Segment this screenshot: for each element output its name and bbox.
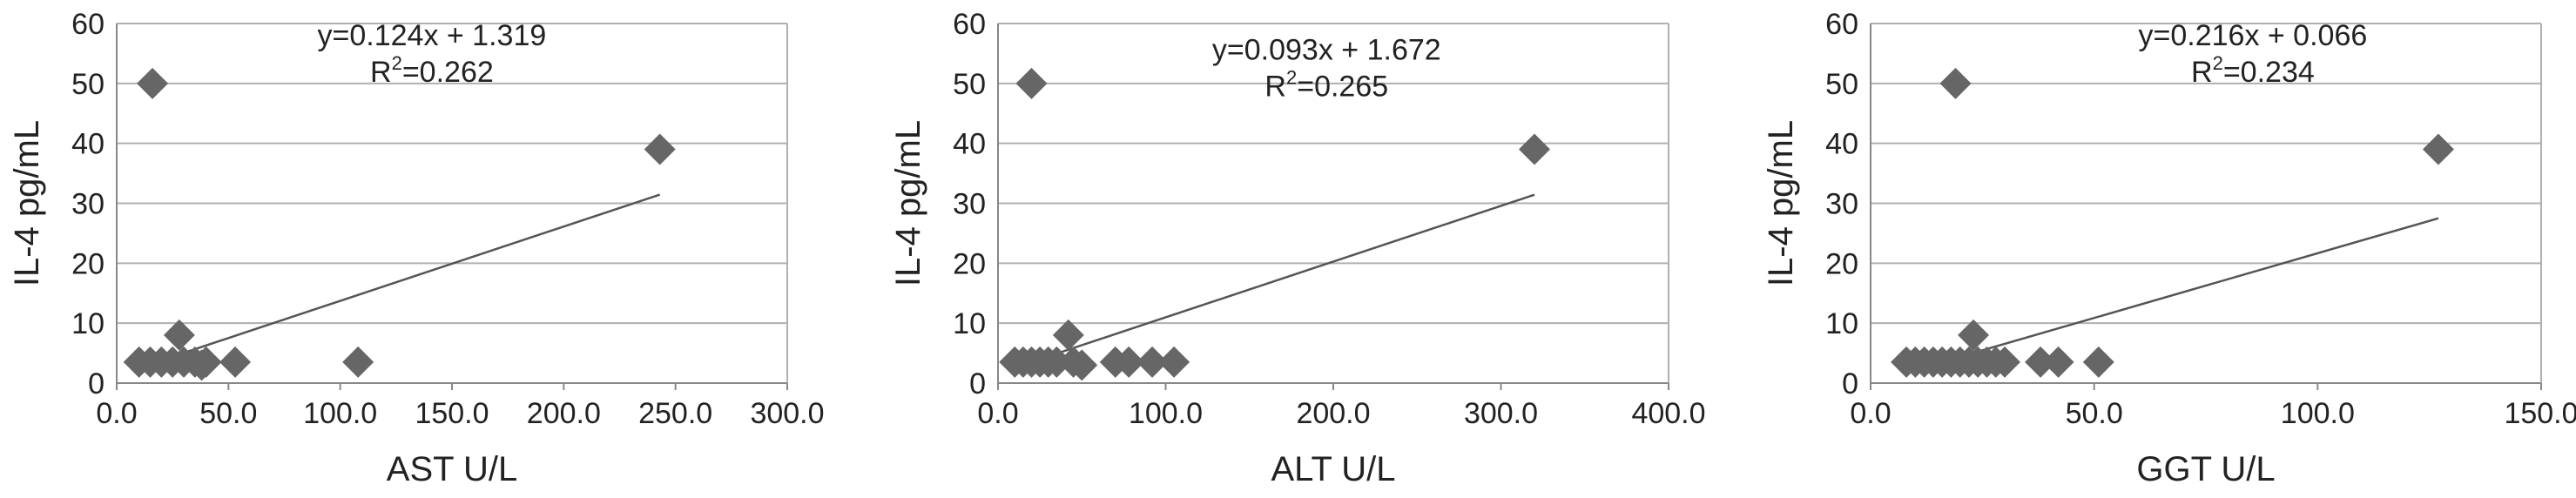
- panel: 0 10 20 30 40 50 60 0.0 100.0 200.0 300.0 400.0 ALT …: [889, 8, 1706, 488]
- r-squared-value: =0.265: [1297, 70, 1388, 103]
- y-tick-label: 10: [71, 307, 105, 340]
- x-tick-label: 50.0: [2066, 397, 2123, 430]
- r-squared-base: R: [2191, 56, 2213, 89]
- y-tick-label: 20: [71, 247, 105, 280]
- panel: 0 10 20 30 40 50 60 0.0 50.0 100.0 150.0 200.0 250.0…: [8, 8, 825, 488]
- y-tick-label: 30: [953, 188, 986, 221]
- r-squared-sup: 2: [2213, 52, 2223, 74]
- y-tick-label: 20: [1825, 247, 1858, 280]
- point: [1939, 67, 1972, 99]
- point: [1113, 346, 1145, 378]
- x-tick-label: 250.0: [638, 397, 712, 430]
- trendline: [1014, 193, 1535, 369]
- y-tick-label: 60: [1825, 8, 1858, 41]
- panel: 0 10 20 30 40 50 60 0.0 50.0 100.0 150.0 GGT U/L IL-…: [1762, 8, 2576, 488]
- point: [2025, 346, 2057, 378]
- y-axis-title: IL-4 pg/mL: [889, 120, 927, 286]
- equation: y=0.216x + 0.066: [2139, 19, 2368, 52]
- point: [163, 319, 195, 351]
- y-tick-label: 40: [953, 128, 986, 161]
- r-squared: R2=0.262: [370, 52, 494, 89]
- y-tick-label: 30: [71, 188, 105, 221]
- point: [1136, 346, 1169, 378]
- point: [644, 133, 676, 165]
- trendline: [1905, 217, 2439, 374]
- point: [1519, 133, 1550, 165]
- y-tick-label: 0: [88, 367, 105, 400]
- x-tick-label: 300.0: [750, 397, 824, 430]
- point: [2082, 346, 2114, 378]
- y-tick-label: 60: [71, 8, 105, 41]
- point: [1958, 319, 1990, 351]
- y-tick-label: 40: [71, 128, 105, 161]
- x-tick-label: 150.0: [415, 397, 489, 430]
- y-tick-label: 30: [1825, 188, 1858, 221]
- x-axis-title: AST U/L: [387, 450, 517, 488]
- point: [1015, 67, 1048, 99]
- x-tick-label: 400.0: [1631, 397, 1705, 430]
- r-squared: R2=0.234: [2191, 52, 2315, 89]
- r-squared-base: R: [1264, 70, 1286, 103]
- x-tick-label: 150.0: [2504, 397, 2576, 430]
- point: [1158, 346, 1190, 378]
- y-tick-label: 50: [953, 68, 986, 101]
- y-tick-label: 40: [1825, 128, 1858, 161]
- point: [1066, 349, 1098, 381]
- x-tick-label: 0.0: [1850, 397, 1891, 430]
- r-squared-sup: 2: [392, 52, 402, 74]
- y-tick-label: 60: [953, 8, 986, 41]
- y-tick-label: 50: [71, 68, 105, 101]
- x-axis-title: GGT U/L: [2136, 450, 2275, 488]
- x-tick-label: 100.0: [303, 397, 377, 430]
- y-tick-label: 50: [1825, 68, 1858, 101]
- r-squared: R2=0.265: [1264, 66, 1388, 103]
- point: [1041, 346, 1073, 378]
- y-tick-label: 0: [969, 367, 986, 400]
- r-squared-value: =0.262: [402, 56, 494, 89]
- y-tick-label: 10: [953, 307, 986, 340]
- point: [1989, 346, 2020, 378]
- x-tick-label: 200.0: [1296, 397, 1370, 430]
- equation: y=0.124x + 1.319: [318, 19, 547, 52]
- x-tick-label: 200.0: [527, 397, 601, 430]
- point: [2042, 346, 2074, 378]
- trendline: [138, 193, 661, 369]
- point: [219, 346, 252, 378]
- y-tick-label: 10: [1825, 307, 1858, 340]
- point: [185, 349, 218, 381]
- r-squared-value: =0.234: [2223, 56, 2315, 89]
- point: [2422, 133, 2454, 165]
- x-tick-label: 100.0: [1129, 397, 1203, 430]
- r-squared-base: R: [370, 56, 392, 89]
- x-tick-label: 300.0: [1464, 397, 1538, 430]
- y-axis-title: IL-4 pg/mL: [1762, 120, 1800, 286]
- r-squared-sup: 2: [1286, 66, 1297, 88]
- y-tick-label: 0: [1842, 367, 1858, 400]
- x-tick-label: 100.0: [2281, 397, 2355, 430]
- point: [342, 346, 374, 378]
- y-axis-title: IL-4 pg/mL: [8, 120, 46, 286]
- y-tick-label: 20: [953, 247, 986, 280]
- x-tick-label: 50.0: [199, 397, 257, 430]
- x-tick-label: 0.0: [96, 397, 137, 430]
- x-axis-title: ALT U/L: [1271, 450, 1395, 488]
- point: [137, 67, 169, 99]
- x-tick-label: 0.0: [977, 397, 1018, 430]
- point: [1052, 319, 1084, 351]
- equation: y=0.093x + 1.672: [1212, 33, 1441, 66]
